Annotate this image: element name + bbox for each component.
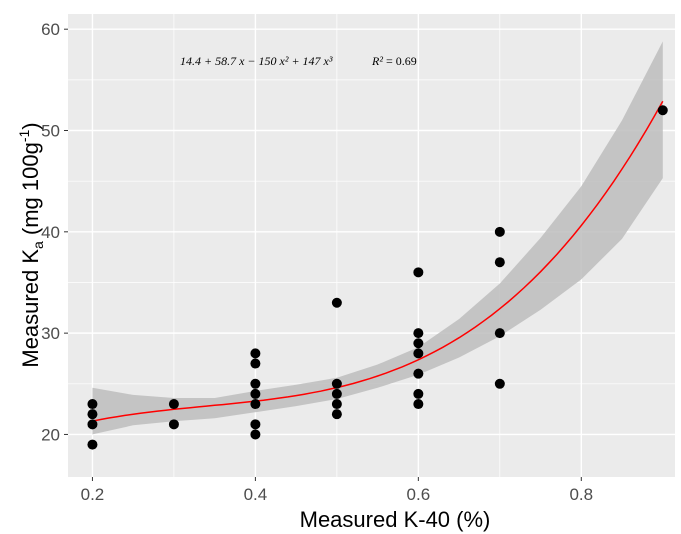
data-point	[331, 378, 342, 389]
axis-ticks: 0.2 0.4 0.6 0.8 20 30 40 50 60	[41, 20, 593, 504]
x-tick-label: 0.4	[244, 485, 268, 504]
data-point	[331, 297, 342, 308]
data-point	[250, 429, 261, 440]
regression-equation: 14.4 + 58.7 x − 150 x² + 147 x³	[180, 54, 333, 68]
x-tick-label: 0.2	[81, 485, 105, 504]
data-point	[250, 388, 261, 399]
y-tick-label: 60	[41, 20, 60, 39]
y-tick-label: 40	[41, 223, 60, 242]
data-point	[87, 399, 98, 410]
data-points	[87, 105, 668, 450]
data-point	[413, 368, 424, 379]
y-tick-label: 20	[41, 425, 60, 444]
data-point	[87, 419, 98, 430]
data-point	[250, 378, 261, 389]
x-tick-label: 0.6	[407, 485, 431, 504]
data-point	[331, 409, 342, 420]
data-point	[413, 267, 424, 278]
x-tick-label: 0.8	[569, 485, 593, 504]
x-axis-title: Measured K-40 (%)	[300, 507, 491, 532]
data-point	[250, 419, 261, 430]
y-axis-title: Measured Ka (mg 100g-1)	[16, 122, 46, 367]
data-point	[494, 378, 505, 389]
data-point	[331, 399, 342, 410]
y-tick-label: 30	[41, 324, 60, 343]
data-point	[494, 226, 505, 237]
y-tick-label: 50	[41, 122, 60, 141]
data-point	[87, 439, 98, 450]
data-point	[250, 358, 261, 369]
data-point	[331, 388, 342, 399]
data-point	[87, 409, 98, 420]
data-point	[413, 388, 424, 399]
data-point	[657, 105, 668, 116]
confidence-band	[92, 41, 663, 435]
data-point	[168, 399, 179, 410]
data-point	[494, 328, 505, 339]
data-point	[413, 338, 424, 349]
fit-curve	[92, 100, 664, 422]
r-squared-label: R² = 0.69	[371, 54, 417, 68]
data-point	[168, 419, 179, 430]
data-point	[413, 348, 424, 359]
data-point	[250, 348, 261, 359]
data-point	[413, 328, 424, 339]
data-point	[494, 257, 505, 268]
data-point	[250, 399, 261, 410]
data-point	[413, 399, 424, 410]
